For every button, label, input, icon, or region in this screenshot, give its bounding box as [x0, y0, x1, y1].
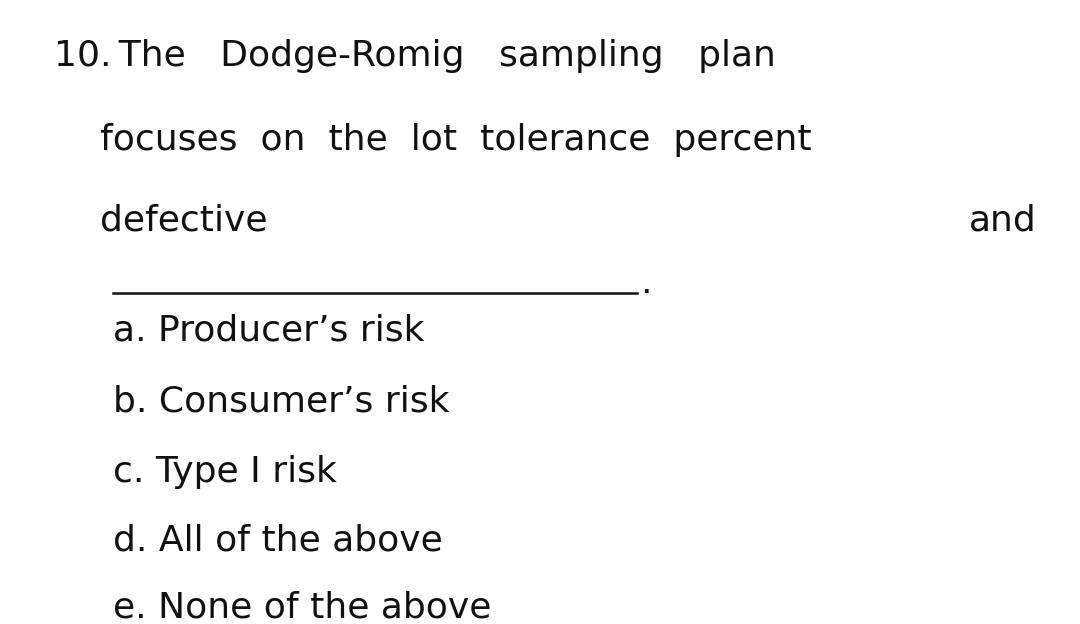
Text: 10. The   Dodge-Romig   sampling   plan: 10. The Dodge-Romig sampling plan: [54, 39, 775, 72]
Text: b. Consumer’s risk: b. Consumer’s risk: [113, 385, 450, 419]
Text: and: and: [969, 204, 1037, 238]
Text: a. Producer’s risk: a. Producer’s risk: [113, 313, 424, 347]
Text: c. Type I risk: c. Type I risk: [113, 455, 337, 489]
Text: .: .: [640, 266, 652, 300]
Text: e. None of the above: e. None of the above: [113, 591, 491, 624]
Text: defective: defective: [54, 204, 268, 238]
Text: focuses  on  the  lot  tolerance  percent: focuses on the lot tolerance percent: [54, 123, 812, 157]
Text: d. All of the above: d. All of the above: [113, 524, 443, 557]
